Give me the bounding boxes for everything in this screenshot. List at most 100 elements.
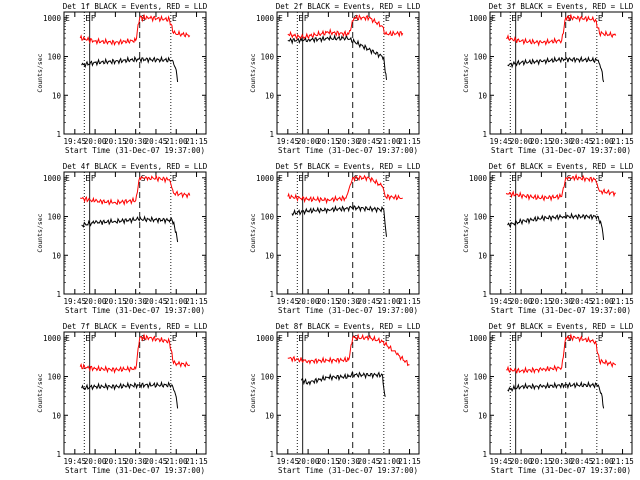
x-tick-label: 19:45 <box>64 457 87 466</box>
y-axis-label: Counts/sec <box>36 53 44 92</box>
x-tick-label: 19:45 <box>490 297 513 306</box>
panel-9: Det 9f BLACK = Events, RED = LLD 1 10 100 10… <box>462 322 634 475</box>
event-marker-label: E <box>172 334 177 343</box>
x-tick-label: 20:45 <box>358 297 381 306</box>
x-axis-label: Start Time (31-Dec-07 19:37:00) <box>278 466 418 475</box>
event-marker-label: E <box>491 14 496 23</box>
lld-series-line <box>79 13 191 47</box>
x-tick-label: 21:00 <box>591 297 614 306</box>
plot-frame <box>276 331 420 455</box>
x-tick-label: 21:00 <box>378 137 401 146</box>
event-marker-label: E <box>511 334 516 343</box>
x-tick-label: 20:30 <box>337 457 360 466</box>
y-tick-label: 100 <box>473 373 487 382</box>
event-marker-label: E <box>598 174 603 183</box>
x-tick-label: 20:45 <box>358 457 381 466</box>
events-series-line <box>507 380 605 409</box>
x-axis-label: Start Time (31-Dec-07 19:37:00) <box>491 466 631 475</box>
panel-title: Det 4f BLACK = Events, RED = LLD <box>63 162 208 171</box>
event-marker-label: E <box>85 14 90 23</box>
plot-frame <box>63 331 207 455</box>
panel-title: Det 9f BLACK = Events, RED = LLD <box>489 322 634 331</box>
y-axis-label: Counts/sec <box>249 373 257 412</box>
x-tick-label: 21:00 <box>378 297 401 306</box>
y-axis-label: Counts/sec <box>462 53 470 92</box>
y-tick-label: 1 <box>482 290 487 299</box>
event-marker-label: E <box>278 14 283 23</box>
y-tick-label: 1000 <box>43 334 62 343</box>
event-marker-label: S <box>567 174 572 183</box>
y-axis-label: Counts/sec <box>462 213 470 252</box>
panel-title: Det 3f BLACK = Events, RED = LLD <box>489 2 634 11</box>
panel-7: Det 7f BLACK = Events, RED = LLD 1 10 100 10… <box>36 322 208 475</box>
events-series-line <box>81 215 179 243</box>
y-axis-label: Counts/sec <box>36 213 44 252</box>
x-tick-label: 20:00 <box>297 297 320 306</box>
y-tick-label: 100 <box>260 373 274 382</box>
x-axis-label: Start Time (31-Dec-07 19:37:00) <box>278 146 418 155</box>
y-tick-label: 1 <box>482 450 487 459</box>
panel-8: Det 8f BLACK = Events, RED = LLD 1 10 100 10… <box>249 322 421 475</box>
x-tick-label: 21:00 <box>165 297 188 306</box>
y-tick-label: 1 <box>56 290 61 299</box>
plot-frame <box>63 11 207 135</box>
x-tick-label: 20:15 <box>317 457 340 466</box>
y-tick-label: 100 <box>473 213 487 222</box>
y-tick-label: 100 <box>260 53 274 62</box>
x-tick-label: 19:45 <box>64 297 87 306</box>
x-tick-label: 21:00 <box>591 137 614 146</box>
event-marker-label: E <box>298 174 303 183</box>
y-tick-label: 1 <box>269 450 274 459</box>
y-tick-label: 1000 <box>43 174 62 183</box>
x-tick-label: 20:00 <box>297 137 320 146</box>
x-tick-label: 19:45 <box>277 137 300 146</box>
x-axis-label: Start Time (31-Dec-07 19:37:00) <box>278 306 418 315</box>
lld-series-line <box>506 333 617 375</box>
x-tick-label: 21:15 <box>398 457 421 466</box>
event-marker-label: F <box>304 14 309 23</box>
x-tick-label: 21:00 <box>165 137 188 146</box>
lld-series-line <box>80 174 191 206</box>
event-marker-label: F <box>91 14 96 23</box>
x-tick-label: 20:30 <box>337 137 360 146</box>
events-series-line <box>300 370 386 397</box>
y-tick-label: 1 <box>56 130 61 139</box>
x-tick-label: 20:30 <box>124 137 147 146</box>
x-tick-label: 21:15 <box>185 297 208 306</box>
x-tick-label: 21:15 <box>185 137 208 146</box>
x-tick-label: 21:15 <box>398 137 421 146</box>
y-tick-label: 10 <box>265 411 275 420</box>
x-tick-label: 19:45 <box>277 297 300 306</box>
y-axis-label: Counts/sec <box>462 373 470 412</box>
x-tick-label: 21:00 <box>165 457 188 466</box>
x-tick-label: 20:30 <box>550 457 573 466</box>
event-marker-label: F <box>517 334 522 343</box>
x-tick-label: 20:45 <box>145 457 168 466</box>
y-tick-label: 1000 <box>469 14 488 23</box>
event-marker-label: E <box>172 14 177 23</box>
x-tick-label: 20:45 <box>571 137 594 146</box>
event-marker-label: E <box>65 174 70 183</box>
x-tick-label: 20:00 <box>84 137 107 146</box>
event-marker-label: E <box>298 14 303 23</box>
x-tick-label: 20:15 <box>104 297 127 306</box>
panel-title: Det 7f BLACK = Events, RED = LLD <box>63 322 208 331</box>
x-tick-label: 20:00 <box>297 457 320 466</box>
events-series-line <box>291 204 387 237</box>
lld-series-line <box>287 174 403 205</box>
event-marker-label: F <box>517 174 522 183</box>
x-axis-label: Start Time (31-Dec-07 19:37:00) <box>65 466 205 475</box>
panel-title: Det 1f BLACK = Events, RED = LLD <box>63 2 208 11</box>
panel-6: Det 6f BLACK = Events, RED = LLD 1 10 100 10… <box>462 162 634 315</box>
x-tick-label: 20:30 <box>550 137 573 146</box>
y-tick-label: 1000 <box>43 14 62 23</box>
lld-series-line <box>79 333 191 374</box>
x-tick-label: 19:45 <box>64 137 87 146</box>
event-marker-label: E <box>65 14 70 23</box>
events-series-line <box>81 380 179 409</box>
event-marker-label: E <box>278 174 283 183</box>
x-tick-label: 20:15 <box>317 297 340 306</box>
x-tick-label: 20:30 <box>124 297 147 306</box>
event-marker-label: E <box>511 174 516 183</box>
x-tick-label: 20:45 <box>571 297 594 306</box>
